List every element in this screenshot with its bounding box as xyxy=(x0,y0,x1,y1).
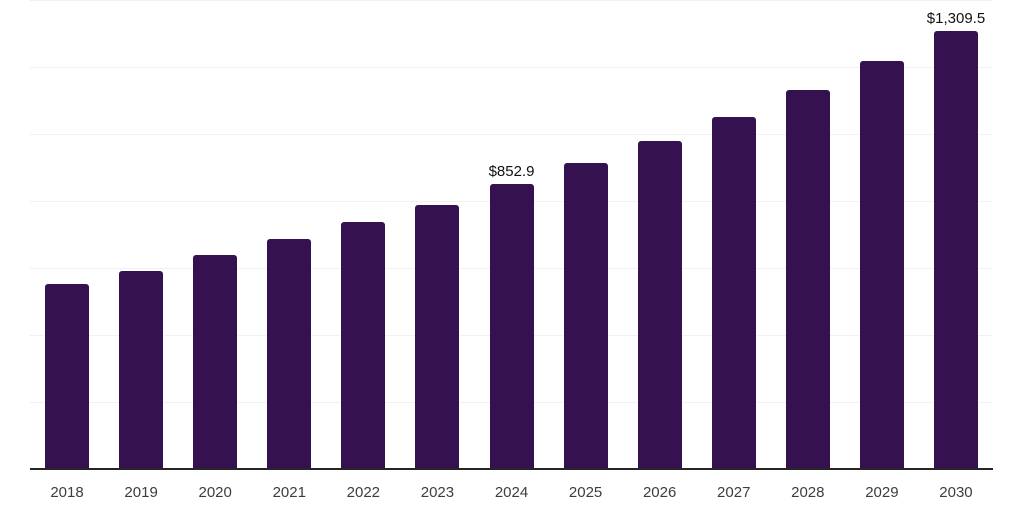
bar-2024 xyxy=(489,184,534,470)
bar-2022 xyxy=(341,222,386,470)
bar-slot-2024: $852.9 xyxy=(474,0,548,470)
bar-2018 xyxy=(45,284,90,470)
bar-slot-2021 xyxy=(252,0,326,470)
x-axis-tick-labels: 2018 2019 2020 2021 2022 2023 2024 2025 2026 2027… xyxy=(30,472,993,500)
bar-slot-2026 xyxy=(623,0,697,470)
bar-slot-2022 xyxy=(326,0,400,470)
x-tick-label-2021: 2021 xyxy=(272,484,306,501)
bar-2029 xyxy=(859,61,904,470)
x-axis-line xyxy=(30,468,993,470)
bar-slot-2020 xyxy=(178,0,252,470)
bar-slot-2028 xyxy=(771,0,845,470)
x-tick-label-2028: 2028 xyxy=(791,484,825,501)
x-tick-label-2024: 2024 xyxy=(494,484,529,501)
bar-slot-2018 xyxy=(30,0,104,470)
bar-2023 xyxy=(415,205,460,470)
gridline-1000 xyxy=(30,134,993,135)
bar-slot-2029 xyxy=(845,0,919,470)
gridline-1200 xyxy=(30,67,993,68)
bar-2027 xyxy=(711,116,756,470)
bar-2021 xyxy=(267,239,312,470)
bar-slot-2019 xyxy=(104,0,178,470)
x-tick-label-2019: 2019 xyxy=(124,484,158,501)
x-tick-label-2022: 2022 xyxy=(346,484,381,501)
bar-slot-2027 xyxy=(697,0,771,470)
x-tick-label-2025: 2025 xyxy=(568,484,603,501)
bar-2019 xyxy=(119,270,164,470)
x-tick-label-2027: 2027 xyxy=(717,484,751,501)
bar-2030 xyxy=(933,31,978,470)
bar-2025 xyxy=(563,163,608,470)
bar-slot-2025 xyxy=(549,0,623,470)
data-label-2030: $1,309.5 xyxy=(926,10,986,28)
bar-2026 xyxy=(637,141,682,470)
plot-area: $852.9 $1,309.5 xyxy=(30,0,993,470)
bar-slot-2030: $1,309.5 xyxy=(919,0,993,470)
x-tick-label-2018: 2018 xyxy=(50,484,84,501)
bar-2020 xyxy=(193,255,238,470)
x-tick-label-2023: 2023 xyxy=(420,484,455,501)
x-tick-label-2030: 2030 xyxy=(939,484,973,501)
bar-slot-2023 xyxy=(400,0,474,470)
bar-2028 xyxy=(785,89,830,470)
data-label-2024: $852.9 xyxy=(488,163,535,181)
x-tick-label-2029: 2029 xyxy=(865,484,899,501)
gridline-1400 xyxy=(30,0,993,1)
x-tick-label-2026: 2026 xyxy=(642,484,677,501)
x-tick-label-2020: 2020 xyxy=(198,484,232,501)
bar-slots: $852.9 $1,309.5 xyxy=(30,0,993,470)
